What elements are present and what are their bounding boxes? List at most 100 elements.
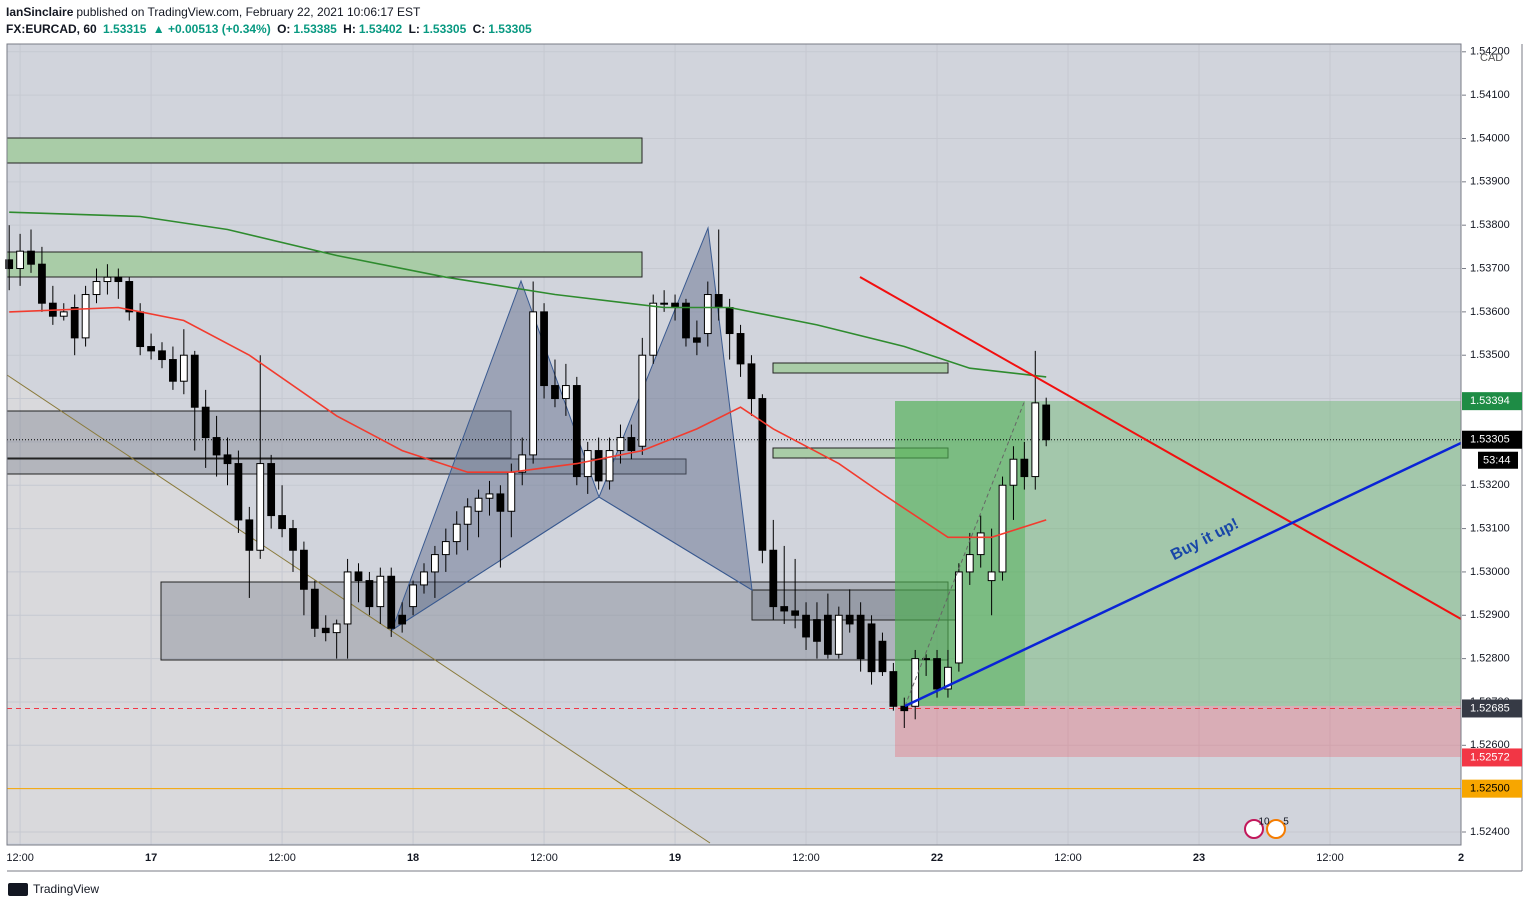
price-marker [1462, 779, 1522, 798]
candle-body [431, 554, 439, 573]
candle-body [1042, 404, 1051, 441]
candle-body [496, 493, 505, 512]
price-marker [1462, 748, 1522, 767]
harmonic-line [391, 496, 600, 631]
candle-body [954, 571, 963, 664]
candle-body [114, 276, 123, 283]
moving-average [9, 306, 1047, 539]
candle-body [856, 614, 865, 660]
candle-body [703, 294, 712, 335]
candle-body [485, 493, 494, 499]
x-tick-label: 19 [669, 852, 681, 864]
candle-body [125, 281, 134, 313]
close-label: C: [472, 22, 486, 36]
candle-body [627, 437, 636, 452]
logo [8, 883, 28, 896]
x-tick-label: 12:00 [792, 852, 820, 864]
candle-body [518, 454, 527, 473]
candle-body [376, 575, 385, 608]
high-label: H: [343, 22, 356, 36]
candle-body [605, 450, 614, 482]
candle-body [944, 666, 952, 690]
candle-body [27, 250, 35, 265]
candle-body [834, 614, 843, 655]
candle-body [158, 350, 166, 361]
candle-body [714, 294, 723, 309]
target-zone [895, 401, 1461, 706]
candle-body [922, 658, 931, 661]
candle-body [572, 385, 581, 478]
candle-body [987, 571, 996, 582]
candle-body [190, 354, 199, 408]
candle-body [441, 541, 450, 556]
y-tick-label: 1.53700 [1470, 262, 1510, 274]
candle-body [616, 437, 625, 452]
candle-body [682, 302, 690, 339]
low-label: L: [408, 22, 420, 36]
y-tick-label: 1.54000 [1470, 132, 1510, 144]
harmonic-line [598, 496, 753, 591]
x-tick-label: 23 [1193, 852, 1205, 864]
price-marker [1462, 430, 1522, 449]
candle-body [813, 619, 821, 642]
candle-body [136, 311, 145, 348]
candle-body [81, 294, 90, 339]
candle-body [845, 614, 854, 625]
y-tick-label: 1.52400 [1470, 826, 1510, 838]
candle-body [354, 571, 363, 582]
candle-body [179, 354, 188, 382]
zone [772, 447, 949, 459]
support-line [904, 441, 1462, 708]
price-marker [1462, 392, 1522, 411]
x-tick-label: 12:00 [1054, 852, 1082, 864]
open-label: O: [277, 22, 291, 36]
price-marker [1462, 699, 1522, 718]
publisher: IanSinclaire [6, 5, 74, 19]
candle-body [693, 337, 701, 343]
candle-body [583, 450, 592, 478]
zone [772, 362, 949, 374]
candle-body [223, 454, 232, 465]
event-count: 10 [1258, 817, 1270, 828]
candle-body [900, 705, 909, 712]
candle-body [5, 259, 14, 270]
time-axis [7, 846, 1522, 871]
candle-body [649, 302, 658, 356]
moving-averages [9, 211, 1047, 539]
candle-body [769, 549, 778, 608]
y-tick-label: 1.52800 [1470, 653, 1510, 665]
candle-body [758, 398, 767, 551]
candle-body [38, 263, 46, 304]
y-tick-label: 1.54100 [1470, 89, 1510, 101]
y-tick-label: 1.52900 [1470, 609, 1510, 621]
x-tick-label: 22 [931, 852, 943, 864]
candle-body [976, 532, 985, 556]
x-tick-label: 12:00 [530, 852, 558, 864]
candle-body [59, 311, 68, 317]
candle-body [638, 354, 647, 447]
y-tick-label: 1.53500 [1470, 349, 1510, 361]
candle-body [452, 523, 461, 543]
price-marker-label: 1.52572 [1470, 751, 1510, 763]
candle-body [234, 463, 243, 521]
candle-body [212, 437, 221, 456]
candle-body [474, 497, 483, 512]
trend-line [6, 374, 711, 844]
y-tick-label: 1.53100 [1470, 522, 1510, 534]
candle-body [321, 627, 330, 634]
zone [6, 251, 643, 278]
candle-body [594, 450, 603, 482]
low-value: 1.53305 [422, 22, 467, 36]
candle-body [802, 614, 810, 638]
candle-body [911, 658, 920, 707]
change: ▲ +0.00513 (+0.34%) [152, 22, 271, 36]
publish-line: IanSinclaire published on TradingView.com… [6, 5, 423, 19]
candle-body [867, 623, 876, 673]
event-icon [1244, 819, 1264, 839]
candle-body [343, 571, 352, 625]
countdown-box [1478, 451, 1518, 469]
published-info: published on TradingView.com, February 2… [76, 5, 421, 19]
stop-zone [895, 706, 1461, 757]
candle-body [300, 549, 308, 590]
y-tick-label: 1.53800 [1470, 219, 1510, 231]
